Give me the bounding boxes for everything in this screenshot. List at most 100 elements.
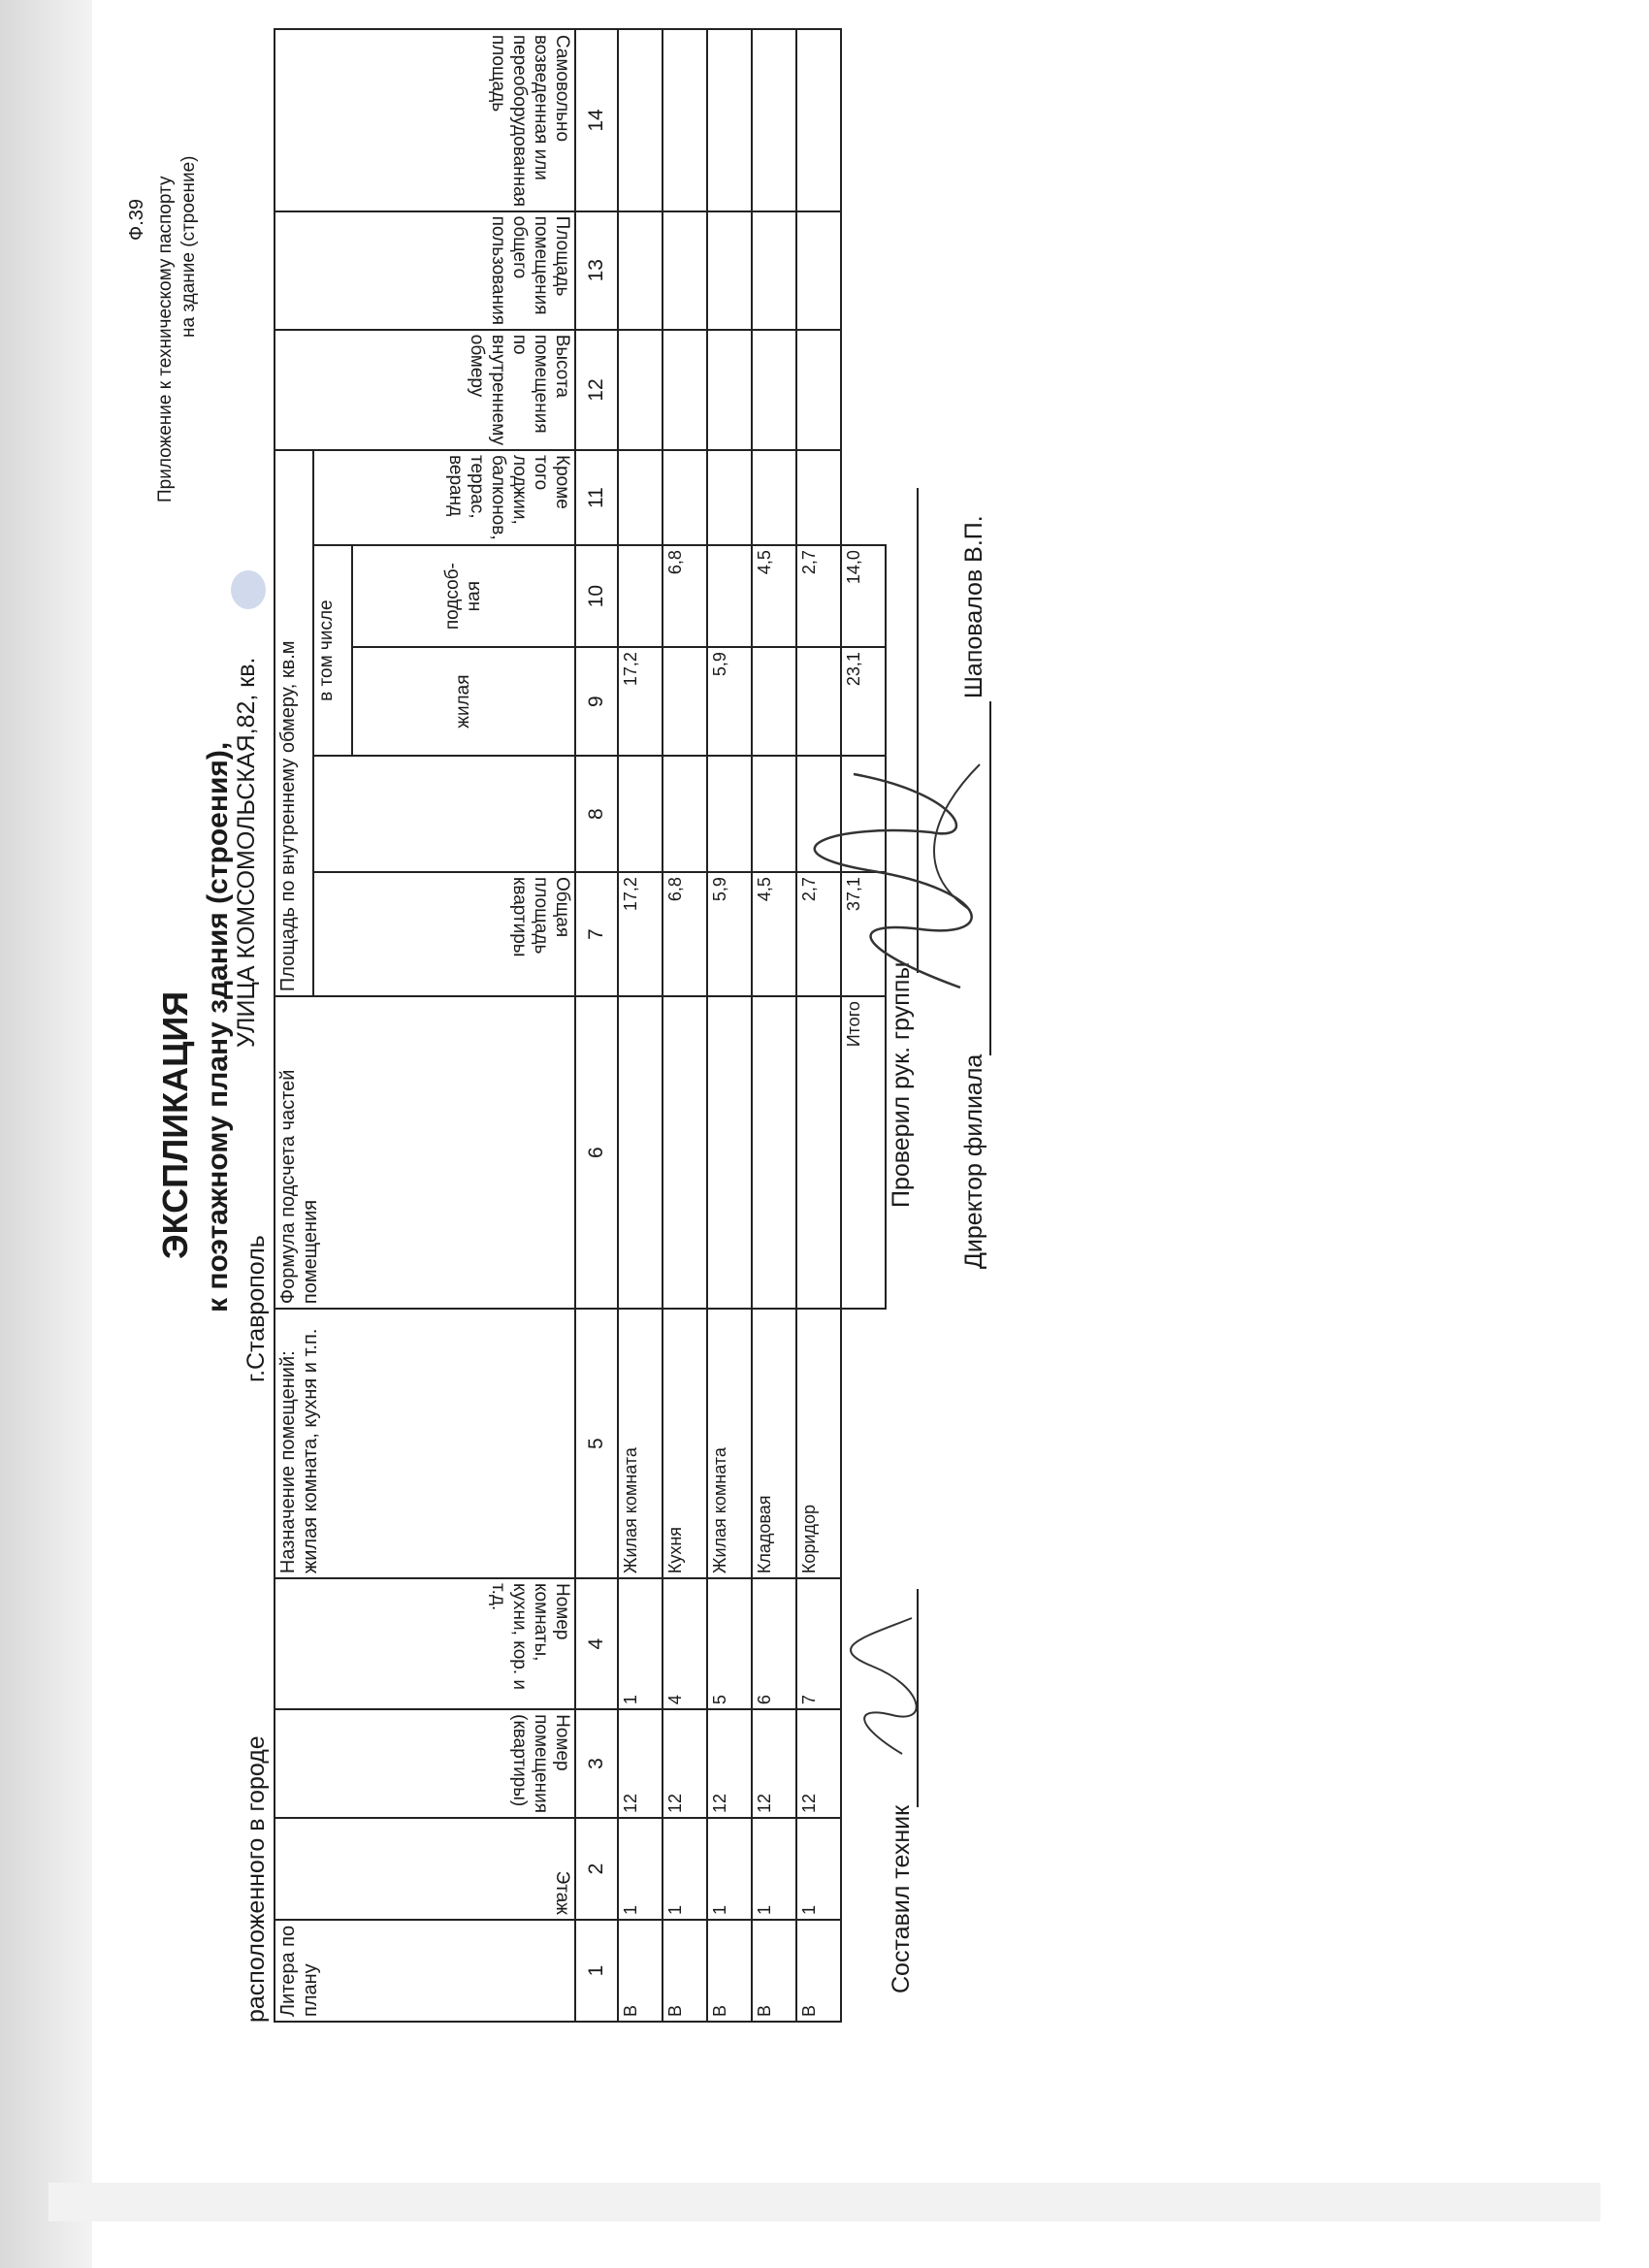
table-cell xyxy=(707,545,752,648)
total-auxiliary: 14,0 xyxy=(841,545,886,648)
table-row: В 1 12 6 Кладовая 4,5 4,5 xyxy=(752,29,796,2022)
column-number: 9 xyxy=(575,647,618,757)
table-cell: 7 xyxy=(796,1578,841,1710)
table-cell: 1 xyxy=(707,1818,752,1920)
header-liter: Литера по плану xyxy=(275,1920,575,2022)
table-cell: 1 xyxy=(618,1818,663,1920)
table-row: В 1 12 5 Жилая комната 5,9 5,9 xyxy=(707,29,752,2022)
column-number: 11 xyxy=(575,450,618,546)
header-formula: Формула подсчета частей помещения xyxy=(275,996,575,1310)
table-cell xyxy=(752,996,796,1310)
scan-edge xyxy=(0,0,92,2268)
table-cell xyxy=(663,756,707,873)
column-number: 5 xyxy=(575,1309,618,1579)
table-cell: 5 xyxy=(707,1578,752,1710)
table-cell xyxy=(707,756,752,873)
table-cell xyxy=(618,450,663,546)
appendix-line-2: на здание (строение) xyxy=(178,155,199,338)
table-cell: 6 xyxy=(752,1578,796,1710)
table-cell xyxy=(618,29,663,211)
header-living: жилая xyxy=(352,647,575,757)
director-label: Директор филиала xyxy=(960,1053,987,1269)
table-cell xyxy=(796,996,841,1310)
table-cell xyxy=(663,211,707,330)
table-cell xyxy=(796,647,841,757)
column-number: 3 xyxy=(575,1709,618,1818)
table-cell: 6,8 xyxy=(663,545,707,648)
column-number: 10 xyxy=(575,545,618,648)
table-cell: 12 xyxy=(796,1709,841,1818)
table-cell xyxy=(796,29,841,211)
column-number: 14 xyxy=(575,29,618,211)
table-row: В 1 12 4 Кухня 6,8 6,8 xyxy=(663,29,707,2022)
appendix-line-1: Приложение к техническому паспорту xyxy=(155,176,176,502)
table-cell: В xyxy=(663,1920,707,2022)
table-cell xyxy=(752,211,796,330)
table-cell: 12 xyxy=(752,1709,796,1818)
column-number: 1 xyxy=(575,1920,618,2022)
table-cell xyxy=(618,545,663,648)
technician-signature xyxy=(850,1617,918,1755)
table-cell: 4,5 xyxy=(752,872,796,997)
document-subtitle: к поэтажному плану здания (строения), xyxy=(202,741,234,1312)
table-cell xyxy=(796,211,841,330)
table-cell xyxy=(707,450,752,546)
table-cell: Кладовая xyxy=(752,1309,796,1579)
compiled-by-label: Составил техник xyxy=(888,1804,915,1993)
header-blank xyxy=(313,756,575,873)
header-including: в том числе xyxy=(313,545,352,757)
explication-table: Литера по плану Этаж Номер помещения (кв… xyxy=(274,28,887,2023)
table-cell xyxy=(663,29,707,211)
column-number: 7 xyxy=(575,872,618,997)
table-cell: 12 xyxy=(663,1709,707,1818)
header-auxiliary: подсоб-ная xyxy=(352,545,575,648)
table-cell: 6,8 xyxy=(663,872,707,997)
table-row: В 1 12 7 Коридор 2,7 2,7 xyxy=(796,29,841,2022)
table-cell xyxy=(752,29,796,211)
header-floor: Этаж xyxy=(275,1818,575,1920)
table-cell: 12 xyxy=(707,1709,752,1818)
column-number: 6 xyxy=(575,996,618,1310)
table-cell: 12 xyxy=(618,1709,663,1818)
table-cell xyxy=(707,329,752,451)
table-cell xyxy=(752,756,796,873)
table-cell: 4 xyxy=(663,1578,707,1710)
column-number: 2 xyxy=(575,1818,618,1920)
table-cell xyxy=(707,211,752,330)
table-cell xyxy=(663,647,707,757)
header-height: Высота помещения по внутреннему обмеру xyxy=(275,329,575,451)
header-common-area: Площадь помещения общего пользования xyxy=(275,211,575,330)
table-cell: 5,9 xyxy=(707,872,752,997)
table-cell xyxy=(618,756,663,873)
table-cell xyxy=(663,329,707,451)
column-number: 12 xyxy=(575,329,618,451)
table-cell xyxy=(752,450,796,546)
header-balconies: Кроме того лоджии, балконов, террас, вер… xyxy=(313,450,575,546)
table-cell: В xyxy=(752,1920,796,2022)
total-label: Итого xyxy=(841,996,886,1310)
table-cell xyxy=(618,211,663,330)
table-cell: В xyxy=(707,1920,752,2022)
director-signature xyxy=(813,763,981,989)
column-number: 8 xyxy=(575,756,618,873)
table-cell: 5,9 xyxy=(707,647,752,757)
table-cell: 1 xyxy=(663,1818,707,1920)
table-cell: Коридор xyxy=(796,1309,841,1579)
table-cell xyxy=(752,329,796,451)
table-cell xyxy=(796,450,841,546)
header-total-area: Общая площадь квартиры xyxy=(313,872,575,997)
form-number: Ф.39 xyxy=(126,198,147,241)
table-cell xyxy=(663,450,707,546)
total-living: 23,1 xyxy=(841,647,886,757)
table-cell: 1 xyxy=(796,1818,841,1920)
table-cell xyxy=(752,647,796,757)
table-cell: Кухня xyxy=(663,1309,707,1579)
director-name: Шаповалов В.П. xyxy=(960,515,987,698)
table-cell: 17,2 xyxy=(618,647,663,757)
scan-edge xyxy=(48,2183,1600,2221)
column-number: 13 xyxy=(575,211,618,330)
table-cell: В xyxy=(796,1920,841,2022)
stamp-mark xyxy=(231,570,266,609)
header-unauthorized: Самовольно возведенная или переоборудова… xyxy=(275,29,575,211)
